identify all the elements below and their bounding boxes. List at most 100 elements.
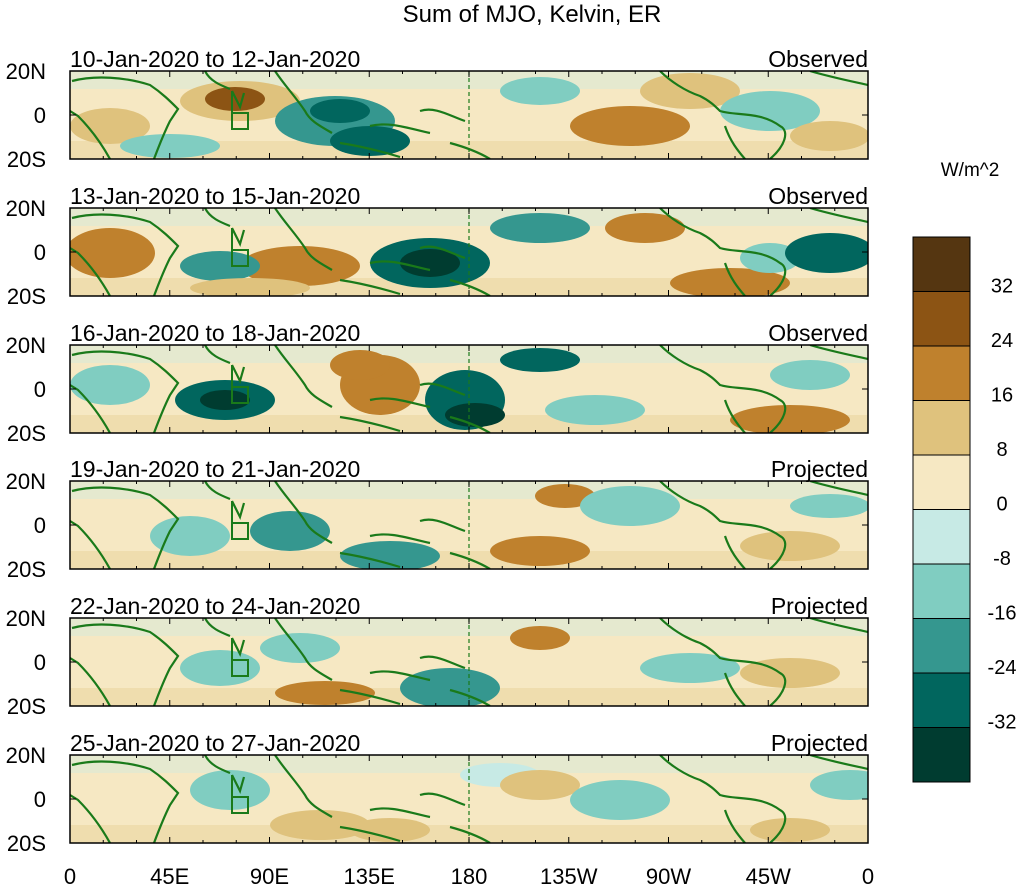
africa-coast — [70, 623, 180, 706]
americas-coast — [659, 481, 868, 569]
anomaly-contour — [120, 134, 220, 158]
anomaly-contour — [350, 818, 430, 842]
anomaly-contour — [150, 516, 230, 556]
africa-coast — [70, 486, 180, 569]
latitude-label: 20S — [7, 694, 46, 719]
panel-period-label: 10-Jan-2020 to 12-Jan-2020 — [70, 46, 360, 72]
anomaly-contour — [790, 494, 868, 518]
panel-period-label: 22-Jan-2020 to 24-Jan-2020 — [70, 593, 360, 619]
panel-period-label: 13-Jan-2020 to 15-Jan-2020 — [70, 183, 360, 209]
latitude-label: 0 — [34, 513, 46, 538]
anomaly-contour — [640, 653, 740, 683]
anomaly-contour — [240, 246, 360, 286]
colorbar-swatch — [912, 291, 971, 347]
latitude-label: 20S — [7, 284, 46, 309]
anomaly-contour — [740, 531, 840, 561]
colorbar-tick-label: 24 — [991, 330, 1013, 352]
colorbar-swatch — [912, 454, 971, 510]
panel-status-label: Observed — [768, 183, 868, 209]
panel-period-label: 16-Jan-2020 to 18-Jan-2020 — [70, 320, 360, 346]
longitude-label: 45W — [746, 864, 791, 889]
island-outline — [231, 796, 249, 814]
anomaly-contour — [270, 810, 370, 840]
americas-coast — [659, 71, 868, 159]
island-outline — [231, 249, 249, 267]
panel-status-label: Projected — [771, 456, 868, 482]
panel-status-label: Observed — [768, 320, 868, 346]
latitude-label: 20N — [6, 196, 46, 221]
latitude-label: 0 — [34, 240, 46, 265]
americas-coast — [659, 345, 868, 433]
colorbar-swatch — [912, 563, 971, 619]
anomaly-contour — [490, 213, 590, 243]
anomaly-contour — [190, 278, 310, 296]
latitude-label: 0 — [34, 103, 46, 128]
panel-status-label: Projected — [771, 730, 868, 756]
anomaly-contour — [445, 403, 505, 427]
asia-coast — [204, 71, 491, 159]
longitude-label: 0 — [64, 864, 76, 889]
longitude-label: 90E — [250, 864, 289, 889]
americas-coast — [659, 208, 868, 296]
coastlines — [70, 71, 868, 159]
asia-coast — [204, 481, 491, 569]
anomaly-contour — [310, 99, 370, 123]
colorbar-tick-label: -16 — [988, 603, 1017, 625]
colorbar-swatch — [912, 345, 971, 401]
anomaly-contour — [545, 395, 645, 425]
colorbar-swatch — [912, 236, 971, 292]
coastlines — [70, 208, 868, 296]
africa-coast — [70, 350, 180, 433]
latitude-label: 20N — [6, 333, 46, 358]
colorbar-tick-label: 8 — [996, 439, 1007, 461]
anomaly-contour — [785, 233, 868, 273]
colorbar-tick-label: -24 — [988, 657, 1017, 679]
anomaly-contour — [500, 348, 580, 372]
anomaly-contour — [260, 633, 340, 663]
coastlines — [70, 481, 868, 569]
anomaly-contour — [605, 213, 685, 243]
latitude-label: 20N — [6, 606, 46, 631]
anomaly-contour — [400, 249, 460, 277]
longitude-label: 135E — [344, 864, 395, 889]
map-panel: 20N 0 20S 22-Jan-2020 to 24-Jan-2020 Project… — [6, 593, 869, 719]
africa-coast — [70, 760, 180, 843]
anomaly-contour — [770, 360, 850, 390]
colorbar-units: W/m^2 — [941, 160, 1000, 181]
map-panel: 20N 0 20S 19-Jan-2020 to 21-Jan-2020 Project… — [6, 456, 869, 582]
map-panel: 20N 0 20S 16-Jan-2020 to 18-Jan-2020 Observe… — [6, 320, 869, 446]
americas-coast — [659, 755, 868, 843]
longitude-axis: 0 45E 90E 135E 180 135W 90W 45W 0 — [64, 864, 874, 889]
anomaly-contour — [790, 121, 868, 151]
asia-coast — [204, 755, 491, 843]
anomaly-contour — [720, 91, 820, 131]
anomaly-contour — [730, 405, 850, 433]
anomaly-contour — [570, 106, 690, 146]
latitude-label: 20S — [7, 147, 46, 172]
longitude-label: 90W — [646, 864, 691, 889]
latitude-label: 20N — [6, 743, 46, 768]
longitude-label: 180 — [451, 864, 488, 889]
anomaly-contour — [180, 251, 260, 281]
longitude-label: 45E — [150, 864, 189, 889]
colorbar-swatch — [912, 618, 971, 674]
anomaly-contour — [70, 228, 155, 278]
panel-status-label: Observed — [768, 46, 868, 72]
panel-period-label: 19-Jan-2020 to 21-Jan-2020 — [70, 456, 360, 482]
anomaly-contour — [490, 536, 590, 566]
colorbar-swatch — [912, 727, 971, 783]
panel-status-label: Projected — [771, 593, 868, 619]
map-panel: 20N 0 20S 10-Jan-2020 to 12-Jan-2020 Observe… — [6, 46, 869, 172]
anomaly-contour — [500, 77, 580, 105]
colorbar-tick-label: 0 — [996, 494, 1007, 516]
map-panel: 20N 0 20S 13-Jan-2020 to 15-Jan-2020 Observe… — [6, 183, 869, 309]
latitude-label: 0 — [34, 377, 46, 402]
anomaly-contour — [510, 626, 570, 650]
anomaly-contour — [330, 126, 410, 156]
island-outline — [231, 659, 249, 677]
anomaly-contour — [500, 770, 580, 800]
colorbar-tick-label: 16 — [991, 385, 1013, 407]
figure-title: Sum of MJO, Kelvin, ER — [403, 1, 662, 28]
latitude-label: 20N — [6, 59, 46, 84]
